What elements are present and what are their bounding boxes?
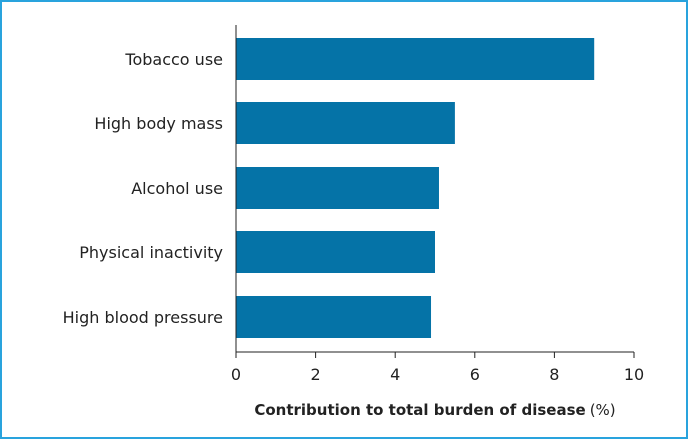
bar-tobacco-use (236, 38, 595, 80)
category-label: Tobacco use (124, 50, 223, 69)
category-label: High blood pressure (63, 308, 223, 327)
x-tick-label: 6 (470, 365, 480, 384)
bar-alcohol-use (236, 167, 439, 209)
category-label: High body mass (94, 114, 223, 133)
bars-group (236, 38, 595, 338)
x-ticks-group: 0 2 4 6 8 10 (231, 352, 644, 384)
x-axis-title: Contribution to total burden of disease (… (254, 401, 615, 419)
x-axis-title-unit: (%) (590, 401, 616, 419)
bar-high-body-mass (236, 102, 455, 144)
bar-physical-inactivity (236, 231, 435, 273)
x-tick-label: 2 (311, 365, 321, 384)
category-label: Physical inactivity (79, 243, 223, 262)
x-axis-title-text: Contribution to total burden of disease (254, 401, 585, 419)
category-labels-group: Tobacco use High body mass Alcohol use Phys… (63, 50, 223, 327)
category-label: Alcohol use (131, 179, 223, 198)
x-tick-label: 10 (624, 365, 644, 384)
bar-high-blood-pressure (236, 296, 432, 338)
x-tick-label: 0 (231, 365, 241, 384)
x-tick-label: 4 (390, 365, 400, 384)
x-tick-label: 8 (549, 365, 559, 384)
